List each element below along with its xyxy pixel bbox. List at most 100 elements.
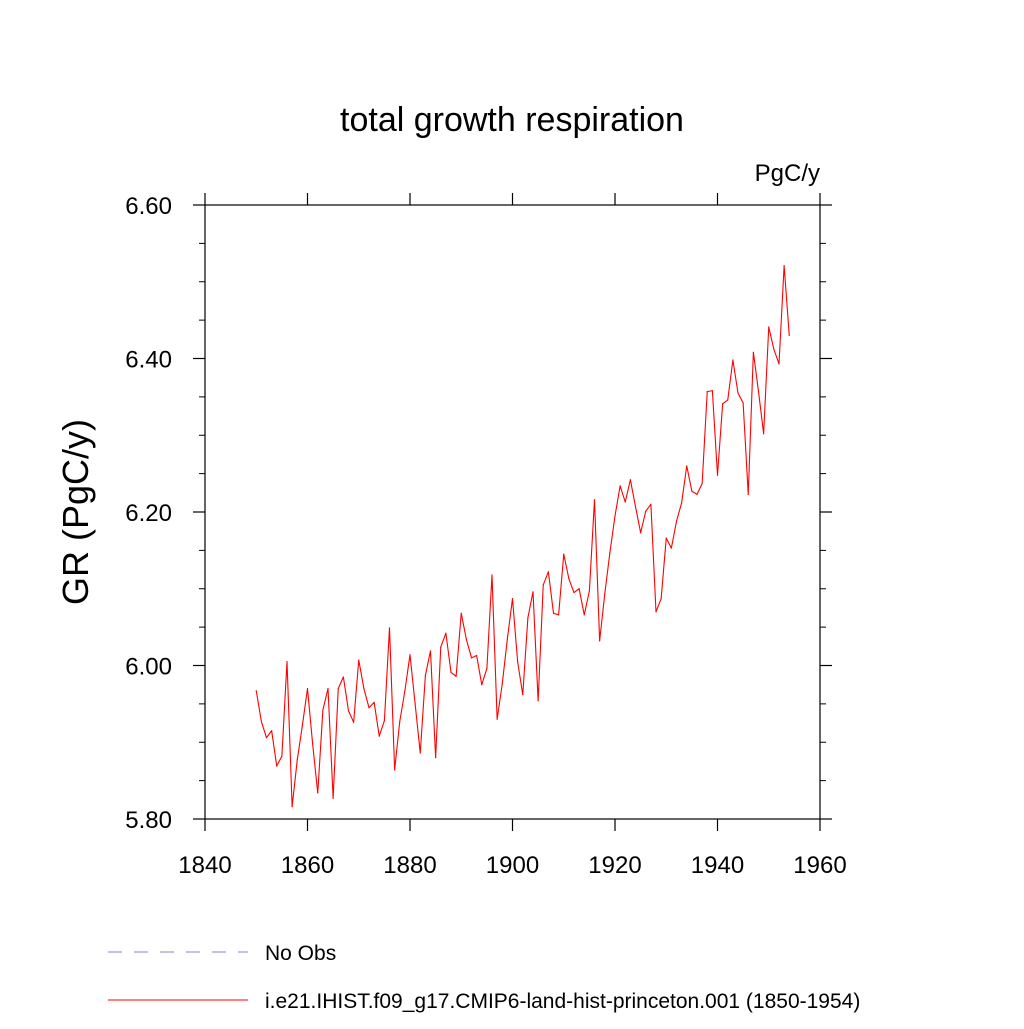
data-point [404, 690, 406, 692]
data-point [342, 676, 344, 678]
data-point [306, 687, 309, 690]
x-tick-label: 1900 [486, 852, 539, 879]
data-point [378, 735, 380, 737]
data-point [558, 614, 560, 616]
data-point [681, 502, 683, 504]
data-point [491, 574, 493, 576]
y-tick-label: 6.20 [125, 500, 172, 527]
data-point [517, 661, 519, 663]
data-point [763, 433, 765, 435]
data-point [465, 638, 467, 641]
data-point [609, 552, 611, 554]
data-point [716, 474, 719, 476]
data-point [470, 657, 473, 659]
data-point [686, 465, 688, 467]
data-point [322, 709, 324, 711]
data-point [783, 265, 785, 267]
x-tick-label: 1920 [588, 852, 641, 879]
data-point [573, 591, 575, 594]
data-point [752, 351, 754, 353]
data-point [419, 752, 421, 754]
data-point [532, 591, 534, 593]
legend-label: No Obs [265, 942, 336, 965]
data-point [722, 403, 724, 405]
data-point [634, 506, 637, 508]
data-point [660, 598, 662, 600]
data-point [706, 390, 708, 393]
data-point [414, 703, 416, 705]
data-point [614, 515, 616, 517]
data-point [768, 326, 770, 328]
data-point [291, 806, 293, 808]
data-point [276, 765, 278, 767]
data-point [260, 720, 262, 723]
data-point [476, 654, 478, 657]
legend-label: i.e21.IHIST.f09_g17.CMIP6-land-hist-prin… [265, 990, 860, 1013]
data-point [301, 724, 303, 726]
data-point [599, 640, 601, 642]
data-point [409, 654, 411, 656]
data-point [363, 687, 365, 690]
data-point [588, 590, 590, 592]
data-point [578, 588, 580, 590]
data-point [271, 730, 273, 732]
data-point [727, 399, 729, 401]
data-point [619, 485, 621, 487]
data-point [675, 520, 678, 522]
data-point [394, 769, 396, 771]
data-point [347, 710, 350, 712]
y-axis-label: GR (PgC/y) [55, 419, 96, 605]
x-tick-label: 1880 [383, 852, 436, 879]
axes: 1840 1860 1880 1900 1920 1940 1960 5.80 6.00 6.20… [125, 193, 847, 879]
data-point [281, 755, 283, 757]
data-point [368, 707, 370, 709]
data-point [593, 499, 596, 501]
data-point [265, 737, 268, 739]
data-point [440, 646, 442, 648]
data-point [645, 510, 647, 512]
data-point [552, 612, 555, 614]
y-tick-label: 6.40 [125, 347, 172, 374]
series-line [255, 265, 790, 808]
data-point [486, 667, 488, 670]
data-point [583, 614, 585, 616]
data-point [429, 650, 432, 652]
data-point [537, 700, 539, 702]
data-point [296, 759, 298, 761]
data-point [701, 483, 703, 485]
plot-frame [204, 204, 821, 820]
data-point [399, 720, 401, 723]
data-point [732, 359, 734, 361]
data-point [496, 718, 498, 720]
data-point [337, 687, 339, 690]
y-tick-label: 6.00 [125, 654, 172, 681]
data-point [424, 674, 426, 677]
data-point [312, 743, 314, 745]
data-point [373, 701, 375, 703]
data-point [696, 493, 698, 495]
data-point [629, 479, 631, 481]
data-point [604, 593, 606, 595]
data-point [435, 757, 437, 759]
data-point [542, 584, 544, 586]
data-point [665, 537, 667, 539]
data-point [327, 687, 329, 690]
data-point [445, 632, 447, 634]
data-point [742, 402, 744, 404]
data-point [773, 348, 775, 350]
x-tick-label: 1840 [178, 852, 231, 879]
x-tick-label: 1960 [793, 852, 846, 879]
data-point [455, 675, 457, 677]
data-point [778, 363, 780, 365]
data-point [527, 617, 529, 619]
data-point [568, 578, 570, 580]
data-point [511, 598, 514, 600]
data-point [481, 684, 483, 686]
data-point [383, 720, 385, 722]
data-point [624, 501, 626, 503]
data-point [255, 690, 257, 692]
data-point [788, 334, 790, 337]
data-point [640, 532, 642, 534]
